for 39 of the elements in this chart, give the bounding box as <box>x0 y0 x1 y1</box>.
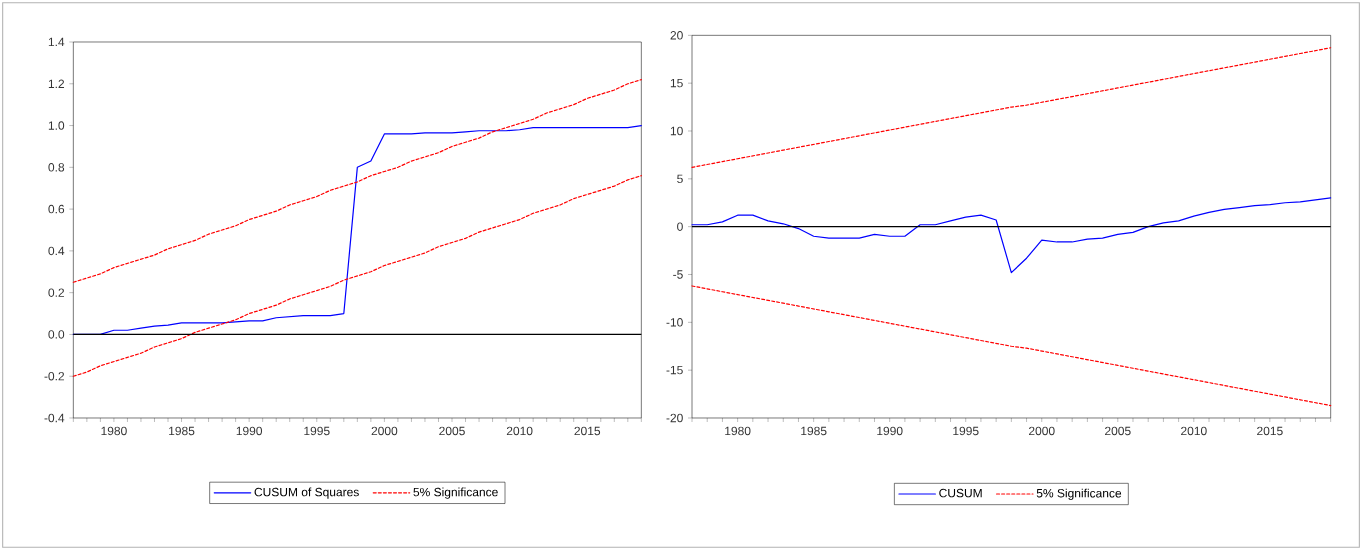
y-tick-label: -10 <box>666 318 683 327</box>
y-tick-label: 5 <box>677 174 683 184</box>
y-tick-label: -20 <box>666 413 683 423</box>
y-tick-label: 1.2 <box>48 79 65 88</box>
x-tick-label: 1995 <box>304 426 330 436</box>
y-tick-label: 20 <box>670 31 683 40</box>
x-tick-label: 2005 <box>439 426 465 436</box>
x-tick-label: 1980 <box>725 426 751 436</box>
y-tick-label: 0 <box>677 222 683 231</box>
legend-label: CUSUM of Squares <box>254 487 359 499</box>
legend-label: CUSUM <box>939 488 982 498</box>
y-tick-label: 0.6 <box>48 204 65 214</box>
x-tick-label: 1980 <box>101 426 127 436</box>
x-tick-label: 2010 <box>506 426 533 436</box>
x-tick-label: 2010 <box>1181 426 1207 436</box>
legend-label: 5% Significance <box>1036 488 1122 500</box>
x-tick-label: 1990 <box>877 426 903 436</box>
y-tick-label: 0.0 <box>48 330 65 339</box>
y-tick-label: -5 <box>673 270 683 279</box>
y-tick-label: -15 <box>666 365 683 375</box>
y-tick-label: 1.0 <box>48 121 65 130</box>
y-tick-label: -0.2 <box>44 371 65 381</box>
x-tick-label: 1985 <box>169 426 195 436</box>
y-tick-label: 0.4 <box>48 246 65 256</box>
x-tick-label: 2000 <box>1029 426 1055 436</box>
y-tick-label: 15 <box>670 78 683 88</box>
y-tick-label: 0.8 <box>48 163 65 172</box>
x-tick-label: 1990 <box>236 426 263 436</box>
x-tick-label: 1995 <box>953 426 979 436</box>
y-tick-label: 1.4 <box>48 37 65 47</box>
x-tick-label: 2015 <box>1257 426 1283 436</box>
legend-label: 5% Significance <box>413 487 498 499</box>
x-tick-label: 1985 <box>801 426 827 436</box>
y-tick-label: 10 <box>670 126 683 136</box>
y-tick-label: 0.2 <box>48 288 65 297</box>
y-tick-label: -0.4 <box>44 413 65 423</box>
x-tick-label: 2005 <box>1105 426 1131 436</box>
x-tick-label: 2015 <box>574 426 601 436</box>
x-tick-label: 2000 <box>371 426 398 436</box>
